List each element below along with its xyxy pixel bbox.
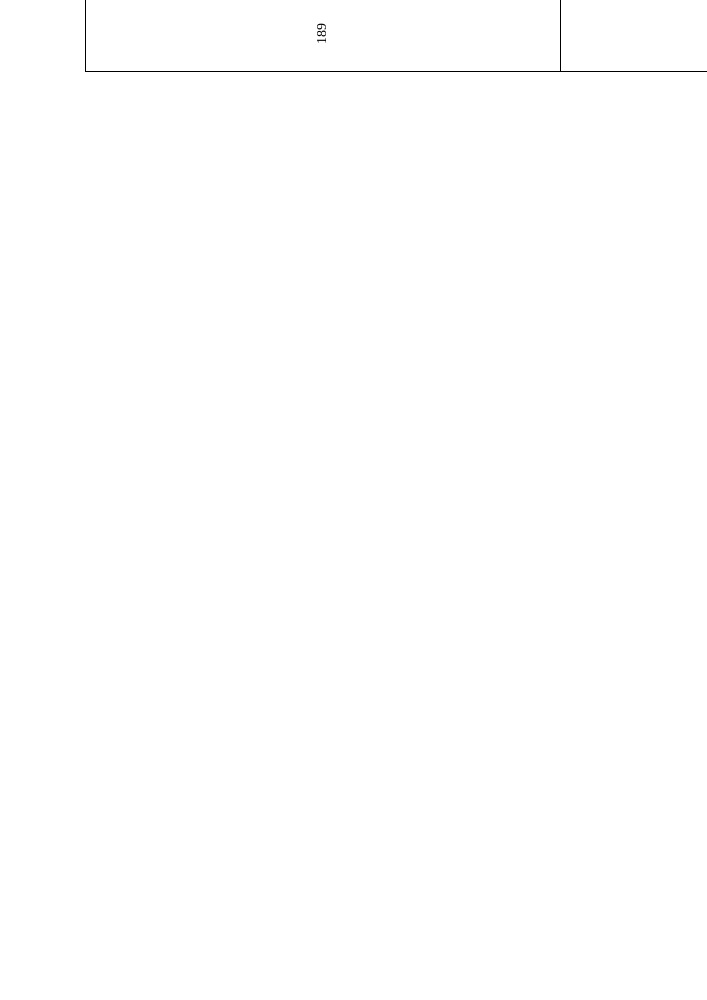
compound-id: 189 xyxy=(86,0,561,72)
compound-id: 190 xyxy=(560,0,707,72)
table-row: 189 O OH H₂N O xyxy=(86,0,561,72)
page: 189 O OH H₂N O xyxy=(0,0,707,1000)
compound-table: 189 O OH H₂N O xyxy=(85,0,707,72)
table-row: 190 O OH H₂N O xyxy=(560,0,707,72)
compound-id-text: 189 xyxy=(315,23,330,44)
